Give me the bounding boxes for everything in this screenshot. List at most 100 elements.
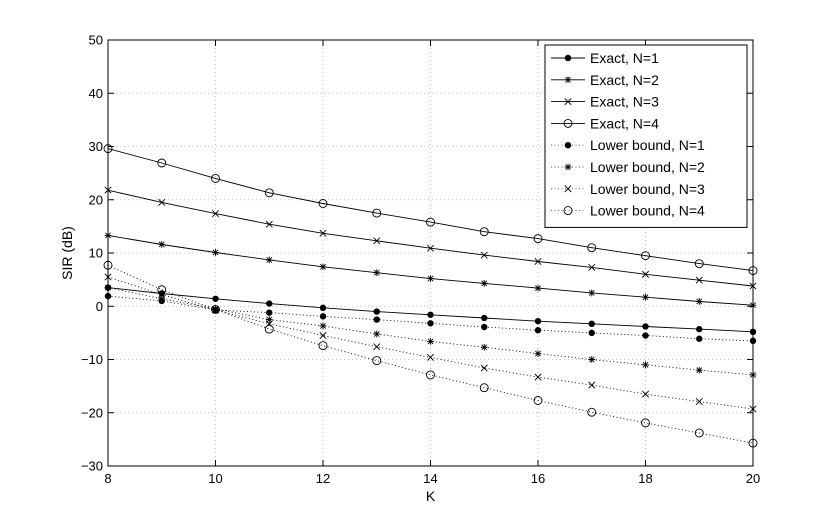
data-point (211, 304, 220, 314)
data-point (265, 316, 273, 323)
y-axis-label: SIR (dB) (59, 226, 75, 280)
data-point (695, 398, 703, 406)
data-point (212, 305, 219, 313)
data-point (427, 275, 434, 282)
data-point (211, 173, 220, 183)
data-point (695, 298, 703, 305)
y-tick-labels: −30 −20 −10 0 10 20 30 40 50 (81, 33, 103, 474)
data-point (426, 217, 435, 227)
data-point (533, 234, 543, 244)
data-point (696, 325, 703, 333)
series-line-3 (107, 148, 754, 272)
data-point (587, 243, 597, 253)
data-point (479, 383, 489, 393)
data-point (265, 220, 273, 228)
legend-label: Lower bound, N=4 (590, 203, 705, 219)
data-point (211, 306, 220, 314)
data-point (427, 320, 434, 327)
legend-marker (564, 98, 572, 106)
data-point (642, 293, 649, 301)
data-point (158, 295, 166, 303)
data-point (158, 291, 166, 299)
data-point (319, 322, 327, 330)
y-tick-label: 20 (89, 192, 103, 207)
legend: Exact, N=1 Exact, N=2 Exact, N=3 Exact, N=4… (544, 44, 748, 228)
data-point (212, 295, 219, 302)
legend-item: Exact, N=4 (551, 115, 659, 131)
legend-item: Lower bound, N=4 (551, 203, 705, 219)
data-point (641, 270, 650, 278)
data-point (534, 373, 542, 381)
series-line-4 (107, 295, 754, 342)
data-point (373, 269, 381, 277)
data-point (694, 428, 704, 438)
data-point (534, 258, 542, 266)
y-tick-label: 50 (89, 33, 103, 48)
data-point (588, 356, 596, 363)
data-point (588, 289, 596, 297)
y-tick-label: −30 (81, 459, 103, 474)
legend-label: Exact, N=3 (590, 94, 659, 110)
data-point (373, 330, 381, 338)
data-point (319, 263, 327, 271)
legend-label: Exact, N=4 (590, 115, 659, 131)
data-point (479, 227, 489, 237)
x-tick-label: 12 (316, 471, 330, 486)
data-point (588, 263, 596, 271)
data-point (265, 256, 273, 264)
x-tick-label: 20 (746, 471, 760, 486)
data-point (157, 285, 167, 295)
data-point (318, 341, 328, 351)
y-tick-label: 40 (89, 86, 103, 101)
data-point (319, 332, 327, 340)
y-tick-label: −10 (81, 352, 103, 367)
data-point (642, 361, 649, 369)
y-tick-label: 10 (89, 246, 103, 261)
legend-label: Lower bound, N=2 (590, 159, 705, 175)
data-point (157, 158, 167, 168)
legend-marker (564, 142, 572, 149)
legend-label: Exact, N=2 (590, 72, 659, 88)
legend-box (544, 44, 748, 228)
series-points-6 (104, 273, 757, 413)
x-tick-label: 14 (423, 471, 437, 486)
legend-label: Lower bound, N=3 (590, 181, 705, 197)
data-point (588, 320, 595, 328)
legend-marker (564, 163, 572, 171)
legend-marker (564, 185, 572, 193)
legend-marker (563, 118, 573, 128)
data-point (426, 370, 435, 380)
legend-label: Exact, N=1 (590, 50, 659, 66)
data-point (480, 364, 488, 372)
data-point (427, 311, 434, 318)
data-point (694, 259, 704, 269)
data-point (695, 276, 703, 284)
data-point (480, 251, 488, 259)
x-tick-label: 16 (531, 471, 545, 486)
legend-item: Exact, N=3 (551, 94, 659, 110)
series-points-0 (104, 284, 757, 336)
data-point (695, 366, 703, 374)
legend-item: Lower bound, N=1 (551, 137, 705, 153)
data-point (534, 284, 542, 292)
data-point (266, 300, 273, 307)
data-point (264, 188, 274, 198)
data-point (426, 244, 435, 252)
data-point (641, 390, 650, 398)
legend-marker (564, 76, 572, 84)
data-point (373, 308, 380, 315)
x-tick-label: 18 (638, 471, 652, 486)
legend-marker (564, 54, 572, 62)
data-point (696, 335, 703, 342)
legend-item: Lower bound, N=2 (551, 159, 705, 175)
data-point (481, 314, 488, 322)
data-point (534, 350, 542, 358)
legend-items: Exact, N=1 Exact, N=2 Exact, N=3 Exact, N=4… (551, 50, 705, 219)
data-point (588, 329, 595, 337)
data-point (373, 237, 381, 245)
data-point (372, 356, 382, 366)
x-tick-labels: 8 10 12 14 16 18 20 (104, 471, 760, 486)
x-tick-label: 10 (208, 471, 222, 486)
data-point (158, 241, 166, 248)
